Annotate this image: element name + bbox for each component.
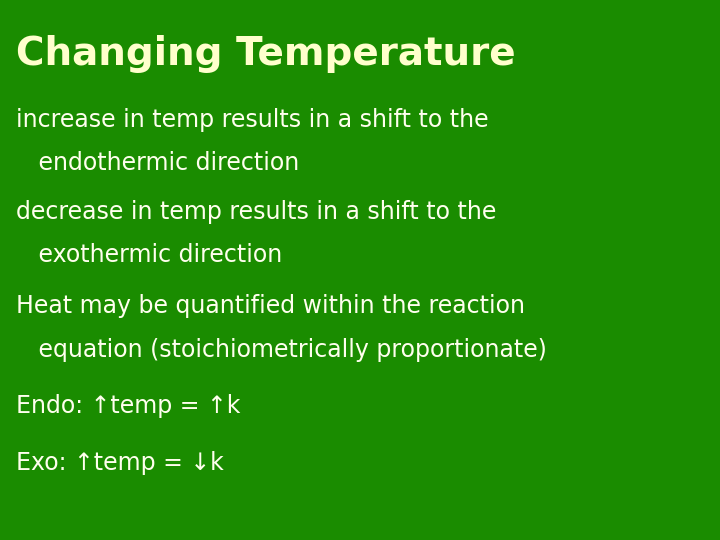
Text: Exo: ↑temp = ↓k: Exo: ↑temp = ↓k: [16, 451, 224, 475]
Text: exothermic direction: exothermic direction: [16, 243, 282, 267]
Text: equation (stoichiometrically proportionate): equation (stoichiometrically proportiona…: [16, 338, 546, 361]
Text: increase in temp results in a shift to the: increase in temp results in a shift to t…: [16, 108, 488, 132]
Text: endothermic direction: endothermic direction: [16, 151, 299, 175]
Text: Endo: ↑temp = ↑k: Endo: ↑temp = ↑k: [16, 394, 240, 418]
Text: Changing Temperature: Changing Temperature: [16, 35, 516, 73]
Text: decrease in temp results in a shift to the: decrease in temp results in a shift to t…: [16, 200, 496, 224]
Text: Heat may be quantified within the reaction: Heat may be quantified within the reacti…: [16, 294, 525, 318]
